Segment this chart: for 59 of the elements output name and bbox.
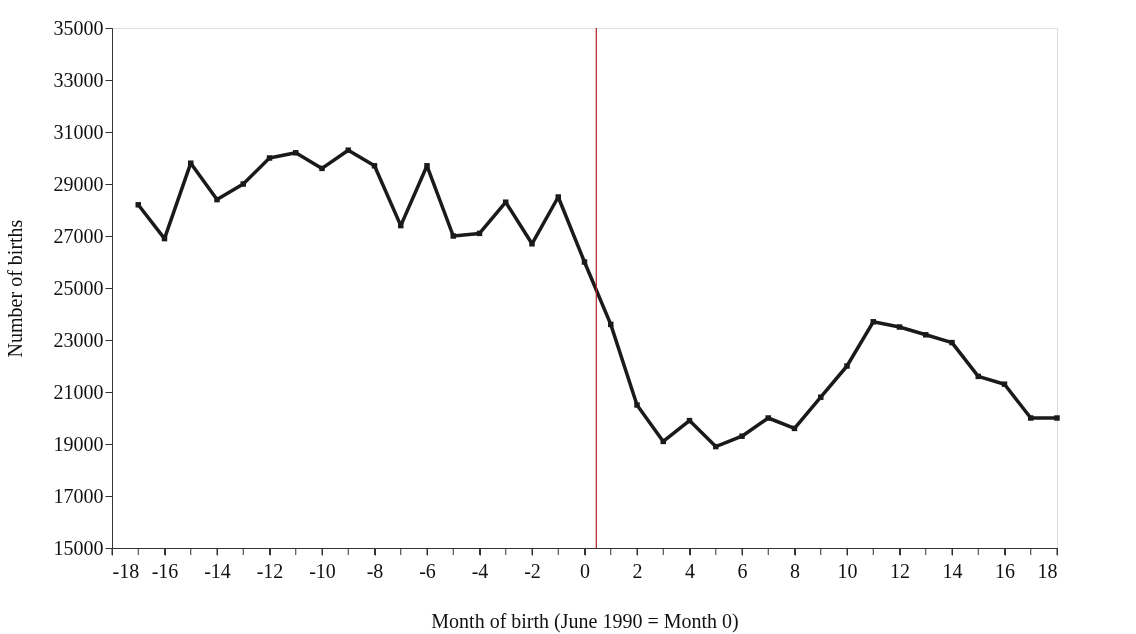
y-tick-label: 19000 [53,432,104,455]
point [529,241,535,247]
x-tick-label: 12 [890,559,910,582]
point [1001,381,1008,387]
point [581,259,588,265]
x-tick-label: -18 [112,559,140,582]
x-tick-label: 18 [1037,559,1058,582]
point [870,319,876,325]
x-tick-label: 6 [737,559,748,582]
point [1054,415,1060,421]
y-tick-label: 27000 [53,224,104,247]
x-tick-label: 14 [942,559,963,582]
point [949,339,955,346]
point [634,402,640,408]
point [266,155,273,161]
y-tick-label: 33000 [53,68,104,91]
point [1028,415,1034,421]
y-tick-label: 25000 [53,276,104,299]
point [923,332,929,338]
point [844,363,850,369]
x-tick-label: 8 [790,559,800,582]
x-tick-label: 4 [685,559,695,582]
point [345,147,351,153]
y-axis-title: Number of births [3,219,26,358]
y-tick-label: 31000 [53,120,104,143]
point [450,233,456,239]
point [371,163,378,169]
point [503,199,509,205]
x-axis-title: Month of birth (June 1990 = Month 0) [431,609,739,633]
x-tick-label: -8 [366,559,384,582]
x-tick-label: -14 [204,559,231,582]
point [765,415,771,421]
x-tick-label: -6 [419,559,436,582]
x-tick-label: -10 [309,559,336,582]
point [135,202,141,208]
x-tick-label: 16 [995,559,1015,582]
x-tick-label: -4 [471,559,489,582]
point [319,165,325,172]
y-tick-label: 23000 [53,328,104,351]
point [896,324,903,330]
y-tick-label: 21000 [53,380,104,403]
y-tick-label: 35000 [53,16,104,39]
x-tick-label: 10 [837,559,858,582]
y-tick-label: 15000 [53,536,104,559]
point [214,196,220,203]
x-tick-label: -16 [151,559,179,582]
x-tick-label: 2 [632,559,643,582]
point [293,150,299,156]
point [739,433,745,439]
y-tick-label: 29000 [53,172,104,195]
y-tick-label: 17000 [53,484,104,507]
x-tick-label: -2 [524,559,541,582]
point [188,160,194,166]
point [424,163,430,169]
point [818,394,824,400]
point [555,194,561,200]
point [240,181,246,187]
x-tick-label: -12 [256,559,284,582]
x-tick-label: 0 [580,559,590,582]
